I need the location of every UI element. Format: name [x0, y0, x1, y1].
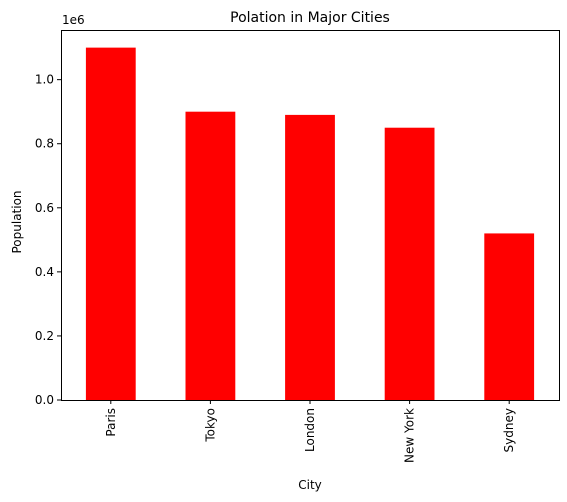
x-tick-label: Paris	[104, 408, 118, 437]
bar-paris	[85, 47, 136, 400]
y-tick-label: 0.8	[35, 137, 54, 151]
x-tick-label: London	[303, 408, 317, 452]
y-tick-label: 0.2	[35, 329, 54, 343]
y-axis-ticks: 0.0 0.2 0.4 0.6 0.8 1.0	[35, 73, 61, 407]
bars-group	[85, 47, 535, 401]
x-tick-label: Tokyo	[203, 408, 217, 443]
y-tick-label: 0.4	[35, 265, 54, 279]
y-tick-label: 1.0	[35, 73, 54, 87]
x-axis-ticks: Paris Tokyo London New York Sydney	[104, 400, 516, 463]
plot-frame	[61, 30, 560, 401]
y-tick-label: 0.0	[35, 393, 54, 407]
x-tick-label: Sydney	[502, 408, 516, 452]
y-axis-offset-label: 1e6	[62, 13, 85, 27]
y-axis-label: Population	[10, 190, 24, 253]
x-axis-label: City	[298, 478, 322, 492]
bar-new-york	[384, 127, 435, 400]
bar-sydney	[484, 233, 535, 400]
chart-title: Polation in Major Cities	[230, 10, 390, 26]
x-tick-label: New York	[403, 408, 417, 463]
y-tick-label: 0.6	[35, 201, 54, 215]
bar-london	[285, 114, 335, 400]
bar-tokyo	[185, 111, 236, 401]
